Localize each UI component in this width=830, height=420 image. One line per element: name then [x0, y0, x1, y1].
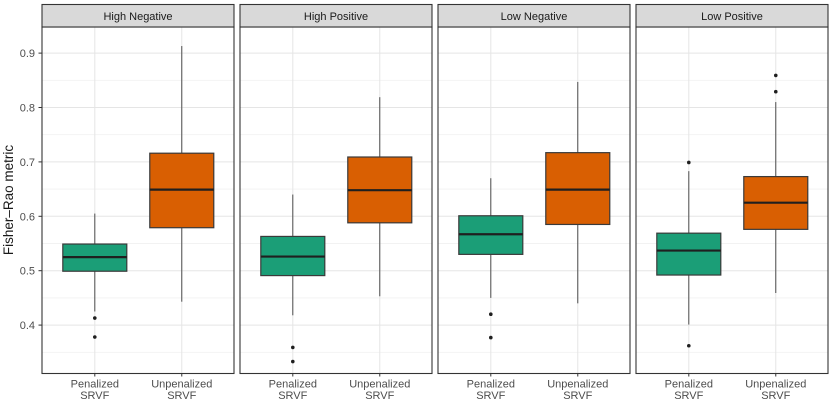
- y-tick-label: 0.7: [20, 157, 35, 169]
- facet-strip-label: Low Positive: [701, 11, 763, 23]
- x-tick-label: Penalized: [665, 379, 713, 391]
- y-tick-label: 0.6: [20, 211, 35, 223]
- x-tick-label: Penalized: [467, 379, 515, 391]
- boxplot-box-penalized: [656, 232, 722, 276]
- facet-strip-label: High Negative: [103, 11, 172, 23]
- x-tick-label: SRVF: [167, 390, 196, 402]
- facet-strip: [41, 3, 235, 28]
- x-tick-label: SRVF: [563, 390, 592, 402]
- x-tick-label: Unpenalized: [745, 379, 806, 391]
- facet-strip: [239, 3, 433, 28]
- outlier-point: [93, 316, 97, 320]
- y-tick-label: 0.8: [20, 103, 35, 115]
- x-tick-label: SRVF: [761, 390, 790, 402]
- outlier-point: [291, 359, 295, 364]
- outlier-point: [687, 343, 691, 348]
- x-tick-label: SRVF: [278, 390, 307, 402]
- outlier-point: [291, 345, 295, 350]
- x-tick-label: Unpenalized: [547, 379, 608, 391]
- x-tick-label: SRVF: [80, 390, 109, 402]
- x-tick-label: Penalized: [269, 379, 317, 391]
- outlier-point: [93, 335, 97, 339]
- y-tick-label: 0.5: [20, 266, 35, 278]
- outlier-point: [489, 312, 493, 317]
- x-tick-label: SRVF: [674, 390, 703, 402]
- facet-strip: [635, 3, 829, 28]
- x-tick-label: Unpenalized: [349, 379, 410, 391]
- facet-strip-label: High Positive: [304, 11, 368, 23]
- facet-strip: [437, 3, 631, 28]
- x-tick-label: Penalized: [71, 379, 119, 391]
- x-tick-label: SRVF: [365, 390, 394, 402]
- y-axis-title: Fisher–Rao metric: [1, 145, 16, 256]
- outlier-point: [489, 335, 493, 340]
- outlier-point: [773, 89, 778, 94]
- y-tick-label: 0.4: [20, 320, 35, 332]
- outlier-point: [773, 73, 778, 78]
- y-tick-label: 0.9: [20, 48, 35, 60]
- outlier-point: [687, 160, 691, 165]
- x-tick-label: Unpenalized: [151, 379, 212, 391]
- facet-strip-label: Low Negative: [501, 11, 568, 23]
- x-tick-label: SRVF: [476, 390, 505, 402]
